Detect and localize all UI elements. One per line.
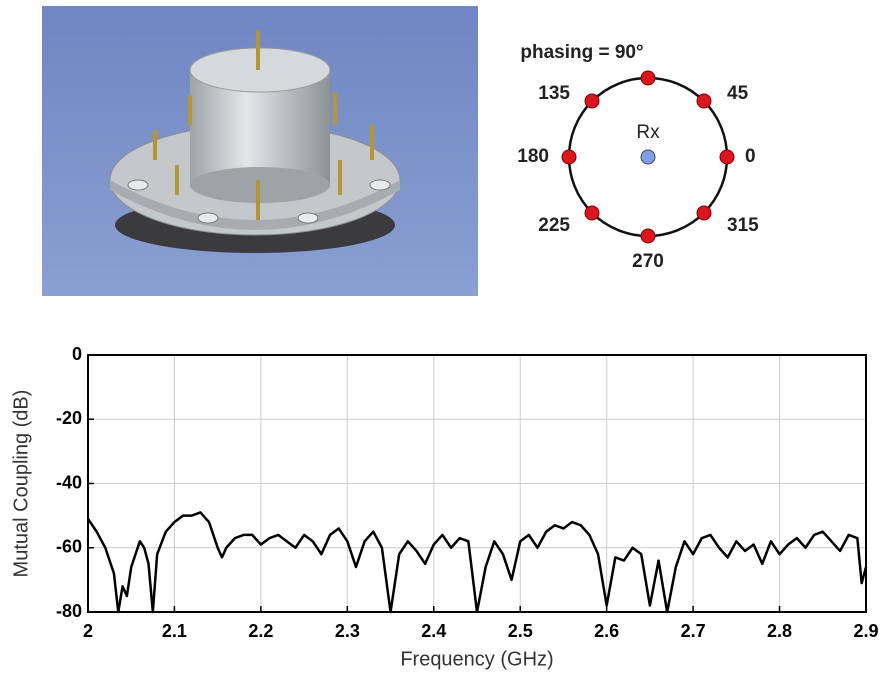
angle-label: 315 (727, 215, 759, 236)
y-tick-label: 0 (72, 344, 82, 364)
angle-label: 45 (727, 83, 749, 104)
x-tick-label: 2.5 (508, 621, 533, 641)
angle-label: 135 (538, 83, 570, 104)
angle-label: 270 (632, 251, 664, 272)
y-axis-label: Mutual Coupling (dB) (10, 390, 32, 578)
x-tick-label: 2.3 (335, 621, 360, 641)
x-tick-label: 2 (83, 621, 93, 641)
phasing-diagram: phasing = 90° Rx 0 45 135 180 225 270 31… (517, 42, 759, 272)
y-tick-label: -40 (56, 472, 82, 492)
data-line (86, 511, 868, 614)
y-tick-label: -20 (56, 408, 82, 428)
photo (42, 6, 478, 296)
x-tick-label: 2.2 (248, 621, 273, 641)
angle-label: 180 (517, 146, 549, 167)
x-tick-label: 2.4 (421, 621, 446, 641)
rx-label: Rx (636, 122, 660, 143)
x-tick-label: 2.8 (767, 621, 792, 641)
angle-label: 0 (745, 146, 756, 167)
x-tick-label: 2.9 (853, 621, 878, 641)
x-tick-label: 2.6 (594, 621, 619, 641)
y-tick-label: -80 (56, 601, 82, 621)
line-chart: 0 -20 -40 -60 -802 2.1 2.2 2.3 2.4 2.5 2.6 2.7 2.8 2.… (10, 344, 878, 671)
x-tick-label: 2.1 (162, 621, 187, 641)
x-axis-label: Frequency (GHz) (400, 648, 553, 670)
diagram-title: phasing = 90° (520, 42, 643, 63)
y-tick-label: -60 (56, 537, 82, 557)
x-tick-label: 2.7 (681, 621, 706, 641)
angle-label: 225 (538, 215, 570, 236)
